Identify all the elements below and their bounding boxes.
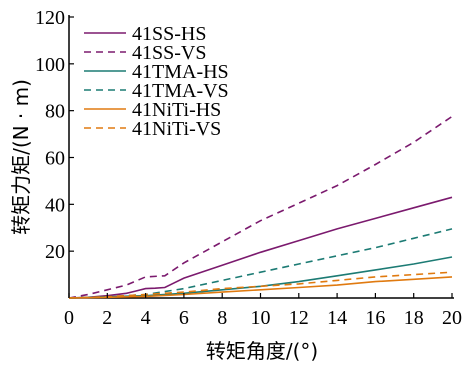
legend-label: 41SS-VS (132, 42, 206, 64)
legend-label: 41TMA-VS (132, 80, 229, 102)
y-tick-label: 60 (45, 148, 65, 170)
y-tick-label: 120 (35, 7, 65, 29)
x-tick-label: 18 (404, 307, 424, 329)
legend: 41SS-HS41SS-VS41TMA-HS41TMA-VS41NiTi-HS4… (84, 23, 229, 140)
series-line-41SS-VS (68, 115, 453, 299)
x-tick-label: 12 (289, 307, 309, 329)
y-axis-title: 转矩力矩/(N · m) (9, 79, 33, 235)
legend-label: 41SS-HS (132, 23, 206, 45)
x-tick-label: 10 (251, 307, 271, 329)
series-line-41TMA-HS (68, 256, 453, 299)
plot-area (68, 15, 454, 299)
y-tick-label: 20 (45, 241, 65, 263)
legend-label: 41NiTi-VS (132, 118, 221, 140)
x-tick-label: 6 (179, 307, 189, 329)
y-tick-label: 40 (45, 194, 65, 216)
x-tick-label: 4 (141, 307, 151, 329)
x-tick-label: 20 (442, 307, 462, 329)
x-axis-title: 转矩角度/(°) (206, 339, 318, 363)
x-tick-label: 0 (64, 307, 74, 329)
x-tick-label: 16 (365, 307, 385, 329)
series-line-41NiTi-VS (68, 271, 453, 299)
x-tick-label: 14 (327, 307, 347, 329)
series-line-41TMA-VS (68, 228, 453, 299)
x-tick-label: 2 (102, 307, 112, 329)
series-lines (68, 115, 453, 299)
legend-label: 41TMA-HS (132, 61, 229, 83)
series-line-41NiTi-HS (68, 276, 453, 299)
y-tick-label: 100 (35, 54, 65, 76)
legend-label: 41NiTi-HS (132, 99, 221, 121)
series-line-41SS-HS (68, 196, 453, 299)
y-tick-label: 80 (45, 101, 65, 123)
x-tick-label: 8 (217, 307, 227, 329)
axis-ticks: 0 2 4 6 8 10 12 14 16 18 20 20 40 60 80 100 120 (35, 7, 462, 329)
